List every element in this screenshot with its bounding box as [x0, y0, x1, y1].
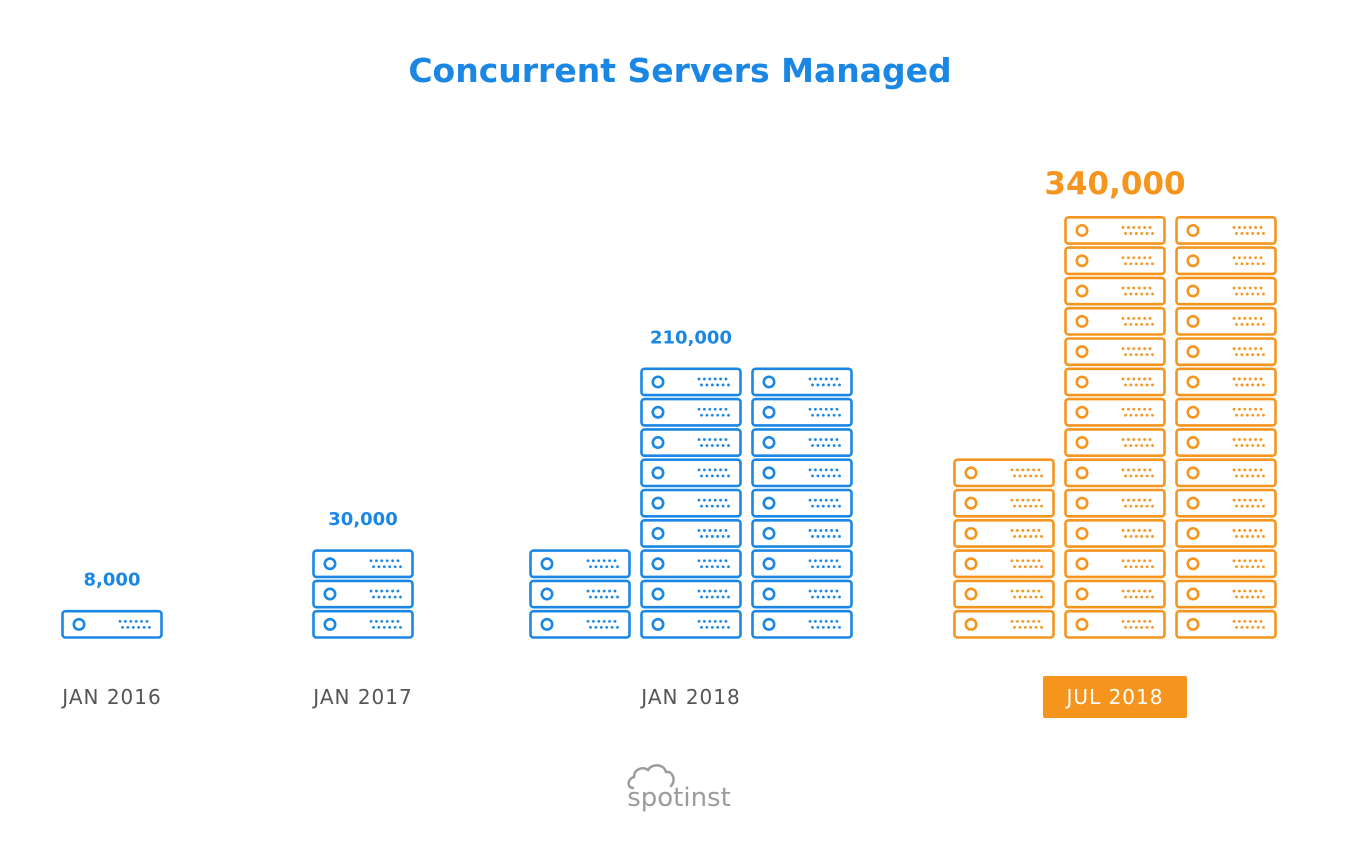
server-unit	[751, 549, 853, 579]
server-unit	[1175, 579, 1277, 609]
bar-group: 340,000 JUL 2018	[953, 166, 1277, 718]
highlight-badge	[1043, 676, 1187, 718]
bars-group: 8,000 JAN 2016 30,000 JAN 2017 210,000 JAN 20…	[60, 166, 1277, 718]
server-unit	[1064, 488, 1166, 518]
server-unit	[751, 579, 853, 609]
server-unit	[751, 367, 853, 397]
server-unit	[1175, 609, 1277, 639]
server-unit	[1064, 609, 1166, 639]
server-unit	[1175, 276, 1277, 306]
data-label: 340,000	[1044, 166, 1185, 202]
server-unit	[1175, 367, 1277, 397]
data-label: 8,000	[84, 570, 141, 591]
server-unit	[640, 458, 742, 488]
server-unit	[953, 609, 1055, 639]
server-unit	[640, 609, 742, 639]
server-unit	[1064, 246, 1166, 276]
server-unit	[1175, 518, 1277, 548]
logo: spotinst	[627, 764, 731, 813]
server-unit	[751, 518, 853, 548]
server-unit	[312, 609, 414, 639]
tick-label: JUL 2018	[1065, 685, 1164, 709]
server-unit	[312, 549, 414, 579]
server-unit	[1175, 397, 1277, 427]
server-unit	[953, 488, 1055, 518]
server-unit	[953, 518, 1055, 548]
server-unit	[312, 579, 414, 609]
server-unit	[751, 428, 853, 457]
server-unit	[1064, 397, 1166, 427]
server-unit	[953, 458, 1055, 488]
server-unit	[1064, 337, 1166, 367]
server-unit	[1064, 549, 1166, 579]
server-unit	[1064, 579, 1166, 609]
server-unit	[1064, 367, 1166, 397]
server-unit	[751, 458, 853, 488]
server-unit	[1064, 518, 1166, 548]
server-unit	[1175, 549, 1277, 579]
server-unit	[1175, 428, 1277, 457]
server-unit	[1175, 458, 1277, 488]
tick-label: JAN 2016	[60, 685, 161, 709]
logo-text: spotinst	[627, 783, 731, 813]
server-unit	[640, 428, 742, 457]
bar-group: 8,000 JAN 2016	[60, 570, 163, 709]
server-unit	[640, 579, 742, 609]
server-unit	[640, 488, 742, 518]
server-unit	[1064, 458, 1166, 488]
server-unit	[61, 609, 163, 639]
server-unit	[1064, 216, 1166, 245]
server-unit	[1175, 216, 1277, 245]
data-label: 210,000	[650, 327, 732, 348]
server-unit	[529, 579, 631, 609]
server-unit	[1175, 337, 1277, 367]
server-unit	[640, 518, 742, 548]
server-unit	[1175, 488, 1277, 518]
server-unit	[1175, 306, 1277, 336]
chart-title: Concurrent Servers Managed	[408, 51, 951, 90]
server-unit	[529, 609, 631, 639]
bar-group: 30,000 JAN 2017	[311, 509, 414, 709]
server-unit	[751, 397, 853, 427]
server-unit	[1064, 428, 1166, 457]
tick-label: JAN 2018	[639, 685, 740, 709]
server-unit	[640, 367, 742, 397]
server-unit	[640, 397, 742, 427]
server-unit	[529, 549, 631, 579]
server-unit	[751, 488, 853, 518]
server-unit	[953, 579, 1055, 609]
cloud-icon	[627, 764, 675, 790]
bar-group: 210,000 JAN 2018	[529, 327, 853, 709]
data-label: 30,000	[328, 509, 397, 530]
server-unit	[751, 609, 853, 639]
tick-label: JAN 2017	[311, 685, 412, 709]
server-unit	[953, 549, 1055, 579]
server-unit	[1175, 246, 1277, 276]
server-unit	[1064, 276, 1166, 306]
server-unit	[640, 549, 742, 579]
server-unit	[1064, 306, 1166, 336]
